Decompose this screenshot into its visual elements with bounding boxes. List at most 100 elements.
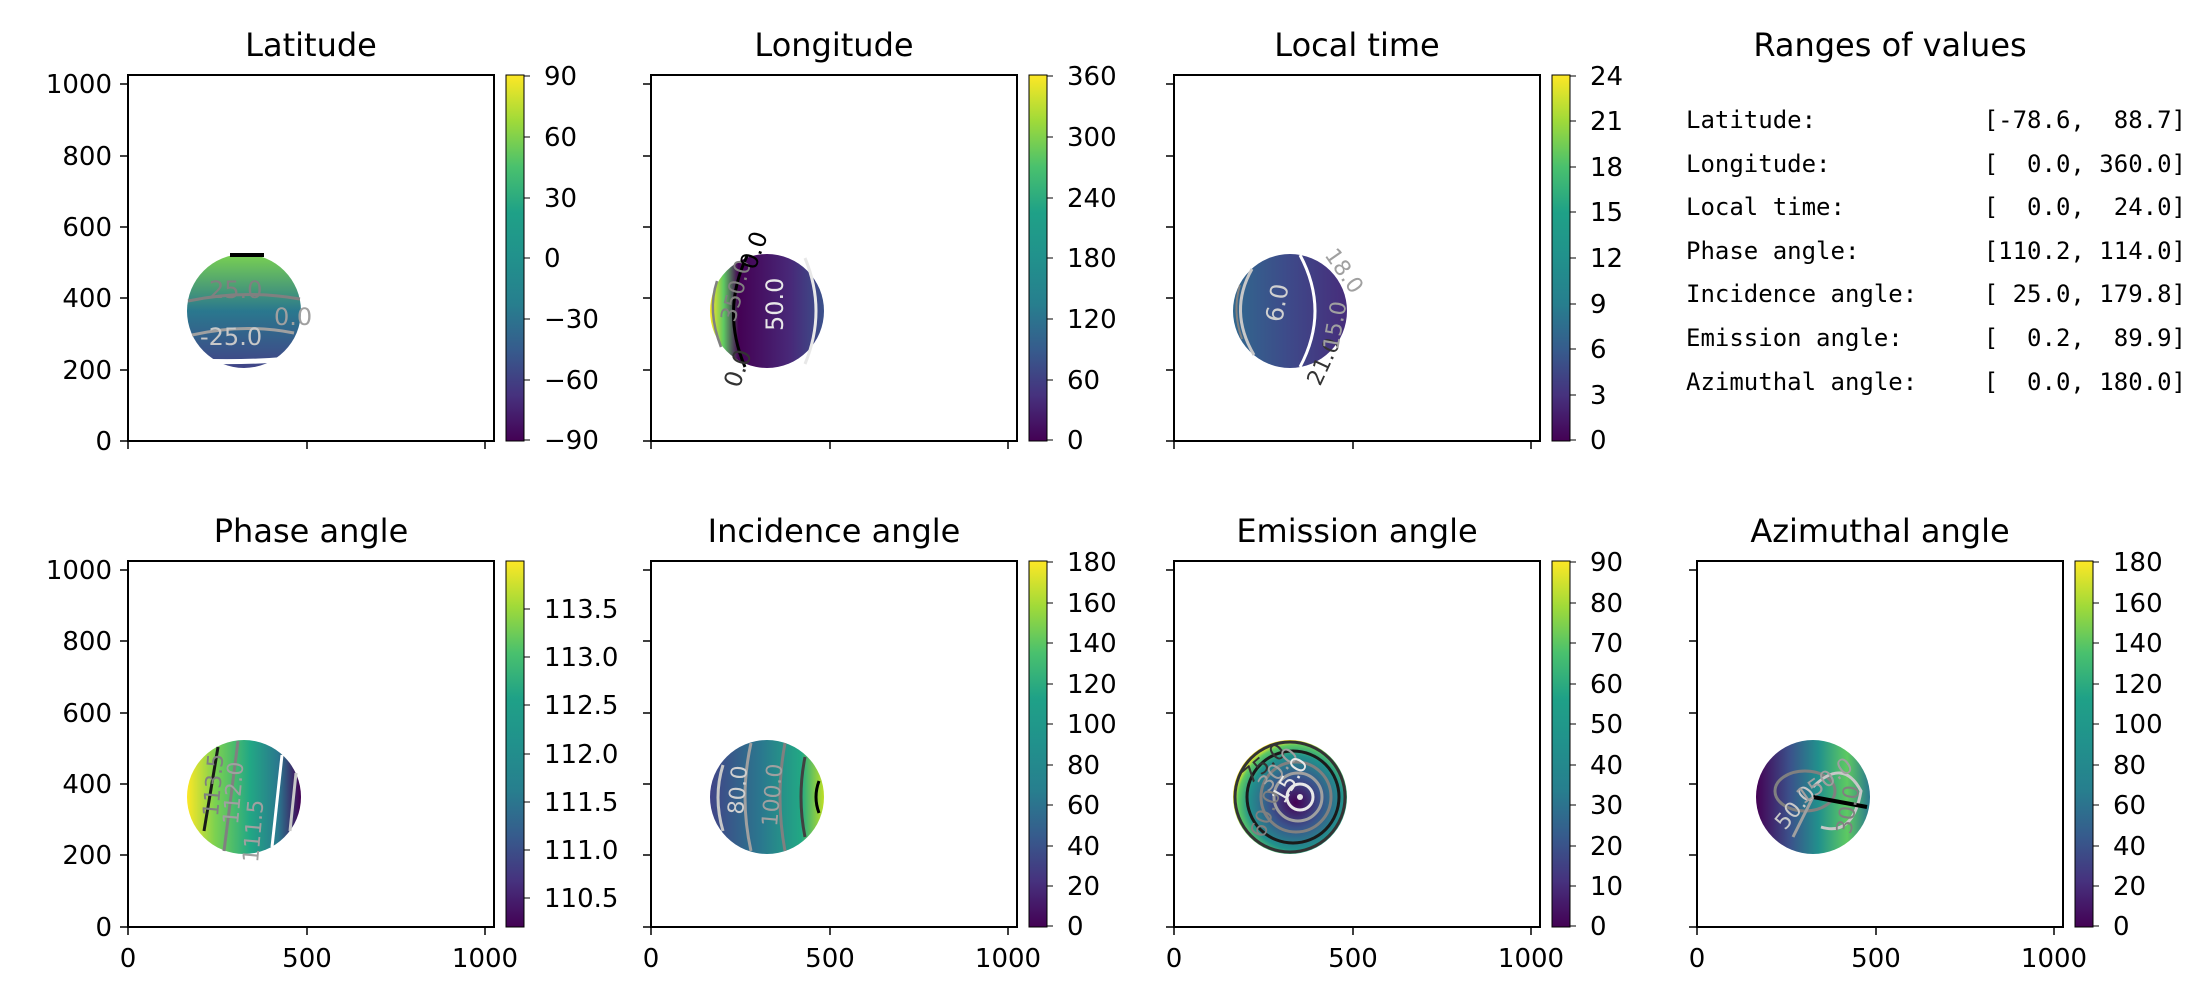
colorbar-tick-label: 240 [1067,184,1117,214]
range-value: [ 0.0, 24.0] [1983,193,2186,222]
colorbar-tick-label: 113.5 [544,595,618,625]
colorbar-tick-label: 360 [1067,62,1117,92]
colorbar-tick-label: 160 [1067,589,1117,619]
colorbar-tick-label: 180 [2113,548,2163,578]
disk-image: 25.0 -25.0 0.0 [187,253,312,368]
colorbar [1551,560,1571,928]
contour-line [799,756,807,838]
range-row-phase-angle: Phase angle: [110.2, 114.0] [1686,237,2186,281]
disk-cut [193,356,291,365]
disk [187,254,301,368]
colorbar-ticks: 180 160 140 120 100 80 60 40 20 0 [2093,548,2163,942]
range-value: [ 0.2, 89.9] [1983,323,2186,352]
colorbar-tick-label: 180 [1067,548,1117,578]
colorbar-tick-label: 0 [544,244,561,274]
colorbar-tick-label: 60 [1590,670,1623,700]
range-value: [ 0.0, 180.0] [1983,367,2186,396]
colorbar-tick-label: 20 [1067,872,1100,902]
x-ticks: 0 500 1000 [120,927,518,974]
contour-label: 111.5 [239,799,269,864]
colorbar-tick-label: 60 [544,123,577,153]
contour-line [1791,796,1815,838]
contour-line [1235,284,1243,340]
plot-frame [1173,74,1541,442]
panel-latitude: Latitude 1000 800 600 400 200 0 25.0 -25… [46,26,599,457]
colorbar-tick-label: 113.0 [544,643,618,673]
colorbar-tick-label: 80 [1067,751,1100,781]
contour-label: 25.0 [209,276,262,304]
range-label: Local time: [1686,193,1845,222]
colorbar-tick-label: 30 [1590,791,1623,821]
colorbar-tick-label: 30 [544,184,577,214]
x-tick-label: 500 [1851,944,1901,974]
colorbar-tick-label: 40 [2113,832,2146,862]
panel-title: Longitude [754,26,913,64]
contour-line [191,326,295,337]
panel-longitude: Longitude 50.0 350.0 0.0 0.0 360 [643,26,1117,456]
y-tick-label: 800 [62,627,112,657]
colorbar-tick-label: 60 [2113,791,2146,821]
colorbar [1551,74,1571,442]
panel-title: Latitude [245,26,377,64]
colorbar-tick-label: 12 [1590,244,1623,274]
colorbar-tick-label: 180 [1067,244,1117,274]
x-tick-label: 500 [805,944,855,974]
colorbar-tick-label: 21 [1590,107,1623,137]
contour-label: 6.0 [1260,282,1294,324]
contour-line [1285,782,1315,812]
range-label: Azimuthal angle: [1686,367,1918,396]
plot-frame [127,74,495,442]
x-ticks: 0 500 1000 [1689,927,2087,974]
range-row-local-time: Local time: [ 0.0, 24.0] [1686,193,2186,237]
disk-image: 80.0 100.0 [710,740,824,854]
x-ticks [1173,441,1532,449]
contour-line [1239,268,1256,356]
colorbar-tick-label: 111.0 [544,836,618,866]
colorbar-tick-label: 160 [2113,589,2163,619]
colorbar-ticks: 24 21 18 15 12 9 6 3 0 [1570,62,1623,456]
colorbar-tick-label: 40 [1590,751,1623,781]
colorbar-tick-label: 140 [2113,629,2163,659]
y-tick-label: 400 [62,284,112,314]
contour-line [803,257,818,365]
colorbar-tick-label: 6 [1590,335,1607,365]
range-row-emission-angle: Emission angle: [ 0.2, 89.9] [1686,324,2186,368]
colorbar-tick-label: 90 [1590,548,1623,578]
contour-line [743,742,753,852]
x-tick-label: 1000 [1498,944,1564,974]
contour-line [778,742,787,852]
y-ticks: 1000 800 600 400 200 0 [46,556,128,943]
contour-label: 0.0 [274,303,312,331]
x-ticks: 0 500 1000 [643,927,1041,974]
colorbar-tick-label: 0 [1067,426,1084,456]
y-ticks [1689,569,1697,928]
colorbar-tick-label: 0 [1590,912,1607,942]
colorbar-tick-label: 10 [1590,872,1623,902]
range-label: Phase angle: [1686,236,1860,265]
contour-line [716,764,725,832]
y-ticks: 1000 800 600 400 200 0 [46,70,128,457]
y-tick-label: 0 [95,427,112,457]
center-point [1297,794,1303,800]
contour-line [288,772,298,832]
colorbar-tick-label: 80 [1590,589,1623,619]
disk-image: 112.0 111.5 113.5 [187,740,301,864]
contour-line [222,740,240,852]
range-label: Incidence angle: [1686,280,1918,309]
range-row-incidence-angle: Incidence angle: [ 25.0, 179.8] [1686,280,2186,324]
x-tick-label: 500 [1328,944,1378,974]
contour-label: 80.0 [724,765,753,816]
ranges-list: Latitude: [-78.6, 88.7] Longitude: [ 0.0… [1686,106,2186,411]
colorbar-tick-label: 140 [1067,629,1117,659]
colorbar [505,74,525,442]
colorbar-tick-label: 110.5 [544,884,618,914]
contour-line [1272,771,1324,823]
contour-label: 50.0 [761,278,789,331]
contour-line [732,255,749,368]
range-row-latitude: Latitude: [-78.6, 88.7] [1686,106,2186,150]
colorbar-ticks: 360 300 240 180 120 60 0 [1047,62,1117,456]
colorbar-tick-label: 3 [1590,381,1607,411]
colorbar-tick-label: 70 [1590,629,1623,659]
range-label: Latitude: [1686,106,1817,134]
x-tick-label: 1000 [452,944,518,974]
